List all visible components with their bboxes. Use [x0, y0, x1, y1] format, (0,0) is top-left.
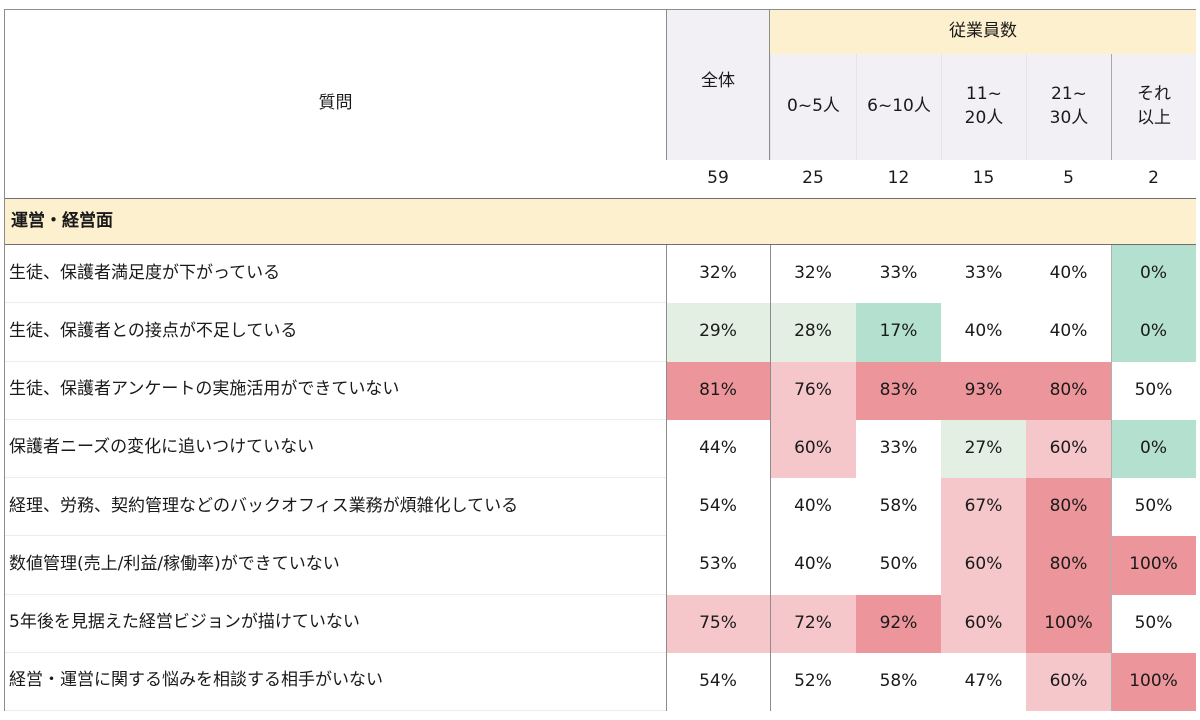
- percentage-cell: 83%: [856, 361, 941, 420]
- percentage-cell: 92%: [856, 594, 941, 653]
- percentage-cell: 60%: [941, 536, 1026, 595]
- percentage-cell: 32%: [666, 245, 770, 304]
- respondent-count: 25: [770, 160, 856, 198]
- percentage-cell: 50%: [856, 536, 941, 595]
- percentage-cell: 60%: [770, 419, 856, 478]
- column-header: 0~5人: [770, 54, 856, 160]
- respondent-count: 59: [666, 160, 770, 198]
- percentage-cell: 58%: [856, 652, 941, 711]
- percentage-cell: 0%: [1111, 303, 1196, 362]
- percentage-cell: 60%: [941, 594, 1026, 653]
- percentage-cell: 60%: [1026, 419, 1111, 478]
- question-header: 質問: [5, 10, 666, 198]
- percentage-cell: 58%: [856, 478, 941, 537]
- percentage-cell: 40%: [770, 478, 856, 537]
- question-cell: 生徒、保護者アンケートの実施活用ができていない: [5, 362, 666, 420]
- percentage-cell: 54%: [666, 478, 770, 537]
- column-header: 11~ 20人: [941, 54, 1026, 160]
- percentage-cell: 28%: [770, 303, 856, 362]
- column-header-line1: 11~: [966, 84, 1002, 105]
- category-row: 運営・経営面: [5, 198, 1196, 245]
- question-cell: 数値管理(売上/利益/稼働率)ができていない: [5, 536, 666, 595]
- column-header: 6~10人: [856, 54, 941, 160]
- column-header-line1: 0~5人: [787, 96, 840, 117]
- percentage-cell: 17%: [856, 303, 941, 362]
- percentage-cell: 52%: [770, 652, 856, 711]
- column-header: それ 以上: [1111, 54, 1196, 160]
- column-header-line2: 30人: [1049, 108, 1089, 128]
- respondent-count: 2: [1111, 160, 1196, 198]
- percentage-cell: 53%: [666, 536, 770, 595]
- percentage-cell: 76%: [770, 361, 856, 420]
- percentage-cell: 60%: [1026, 652, 1111, 711]
- percentage-cell: 50%: [1111, 478, 1196, 537]
- percentage-cell: 67%: [941, 478, 1026, 537]
- column-header-line1: 21~: [1051, 84, 1087, 105]
- percentage-cell: 93%: [941, 361, 1026, 420]
- column-header: 21~ 30人: [1026, 54, 1111, 160]
- percentage-cell: 33%: [856, 245, 941, 304]
- respondent-count: 15: [941, 160, 1026, 198]
- employee-count-group-header: 従業員数: [770, 10, 1196, 54]
- percentage-cell: 27%: [941, 419, 1026, 478]
- percentage-cell: 29%: [666, 303, 770, 362]
- percentage-cell: 0%: [1111, 245, 1196, 304]
- percentage-cell: 81%: [666, 361, 770, 420]
- question-cell: 5年後を見据えた経営ビジョンが描けていない: [5, 595, 666, 653]
- question-cell: 生徒、保護者満足度が下がっている: [5, 245, 666, 304]
- percentage-cell: 100%: [1026, 594, 1111, 653]
- percentage-cell: 54%: [666, 652, 770, 711]
- column-header-line1: それ: [1137, 84, 1171, 105]
- percentage-cell: 80%: [1026, 478, 1111, 537]
- percentage-cell: 44%: [666, 419, 770, 478]
- percentage-cell: 100%: [1111, 536, 1196, 595]
- column-divider: [1111, 245, 1112, 711]
- total-header: 全体: [666, 10, 770, 160]
- percentage-cell: 32%: [770, 245, 856, 304]
- question-cell: 経営・運営に関する悩みを相談する相手がいない: [5, 653, 666, 711]
- respondent-count: 12: [856, 160, 941, 198]
- question-cell: 保護者ニーズの変化に追いつけていない: [5, 420, 666, 478]
- percentage-cell: 40%: [941, 303, 1026, 362]
- percentage-cell: 33%: [856, 419, 941, 478]
- column-divider: [666, 245, 667, 711]
- column-header-line2: 以上: [1137, 108, 1171, 128]
- percentage-cell: 80%: [1026, 536, 1111, 595]
- column-header-line2: 20人: [964, 108, 1004, 128]
- percentage-cell: 50%: [1111, 361, 1196, 420]
- percentage-cell: 40%: [1026, 303, 1111, 362]
- respondent-count: 5: [1026, 160, 1111, 198]
- question-cell: 生徒、保護者との接点が不足している: [5, 303, 666, 362]
- question-cell: 経理、労務、契約管理などのバックオフィス業務が煩雑化している: [5, 478, 666, 537]
- percentage-cell: 100%: [1111, 652, 1196, 711]
- percentage-cell: 40%: [770, 536, 856, 595]
- column-header-line1: 6~10人: [867, 96, 931, 117]
- percentage-cell: 0%: [1111, 419, 1196, 478]
- percentage-cell: 50%: [1111, 594, 1196, 653]
- percentage-cell: 47%: [941, 652, 1026, 711]
- survey-table: 質問 全体 従業員数 運営・経営面 0~5人 6~10人 11~ 20人 21~ 30人そ…: [4, 9, 1196, 711]
- percentage-cell: 80%: [1026, 361, 1111, 420]
- percentage-cell: 40%: [1026, 245, 1111, 304]
- percentage-cell: 75%: [666, 594, 770, 653]
- percentage-cell: 33%: [941, 245, 1026, 304]
- column-divider: [770, 245, 771, 711]
- percentage-cell: 72%: [770, 594, 856, 653]
